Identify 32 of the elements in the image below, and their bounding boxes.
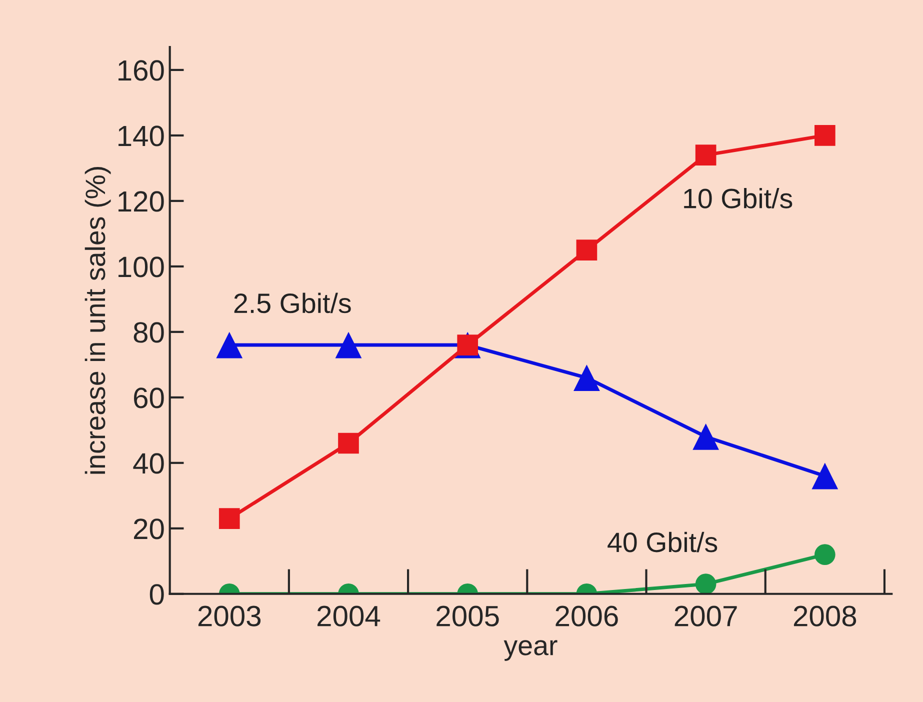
point: [576, 240, 598, 260]
x-tick-label: 2007: [674, 606, 737, 626]
point: [574, 364, 600, 391]
y-tick-label: 100: [118, 256, 164, 278]
y-tick-label: 60: [134, 388, 164, 408]
y-tick-label: 140: [118, 126, 164, 146]
y-tick-label: 20: [134, 518, 164, 540]
point: [218, 508, 240, 529]
y-axis-title: increase in unit sales (%): [84, 167, 111, 474]
point: [814, 125, 836, 146]
point: [814, 544, 836, 566]
point: [695, 574, 716, 594]
series-label: 40 Gbit/s: [608, 532, 718, 552]
x-tick-label: 2005: [436, 606, 499, 626]
point: [695, 144, 716, 166]
series-label: 10 Gbit/s: [684, 188, 792, 208]
y-tick-label: 0: [150, 584, 164, 605]
point: [692, 424, 720, 450]
y-tick-label: 40: [133, 453, 164, 474]
x-tick-label: 2004: [318, 606, 380, 626]
x-tick-label: 2008: [794, 606, 856, 626]
y-tick-label: 120: [118, 191, 164, 212]
series-label: 2.5 Gbit/s: [234, 292, 351, 314]
y-tick-label: 80: [134, 322, 164, 343]
point: [216, 332, 243, 358]
x-tick-label: 2003: [198, 606, 261, 626]
x-axis-title: year: [504, 640, 558, 661]
point: [812, 462, 838, 490]
x-tick-label: 2006: [556, 606, 618, 626]
point: [338, 432, 359, 454]
y-tick-label: 160: [118, 60, 164, 81]
point: [335, 332, 362, 358]
